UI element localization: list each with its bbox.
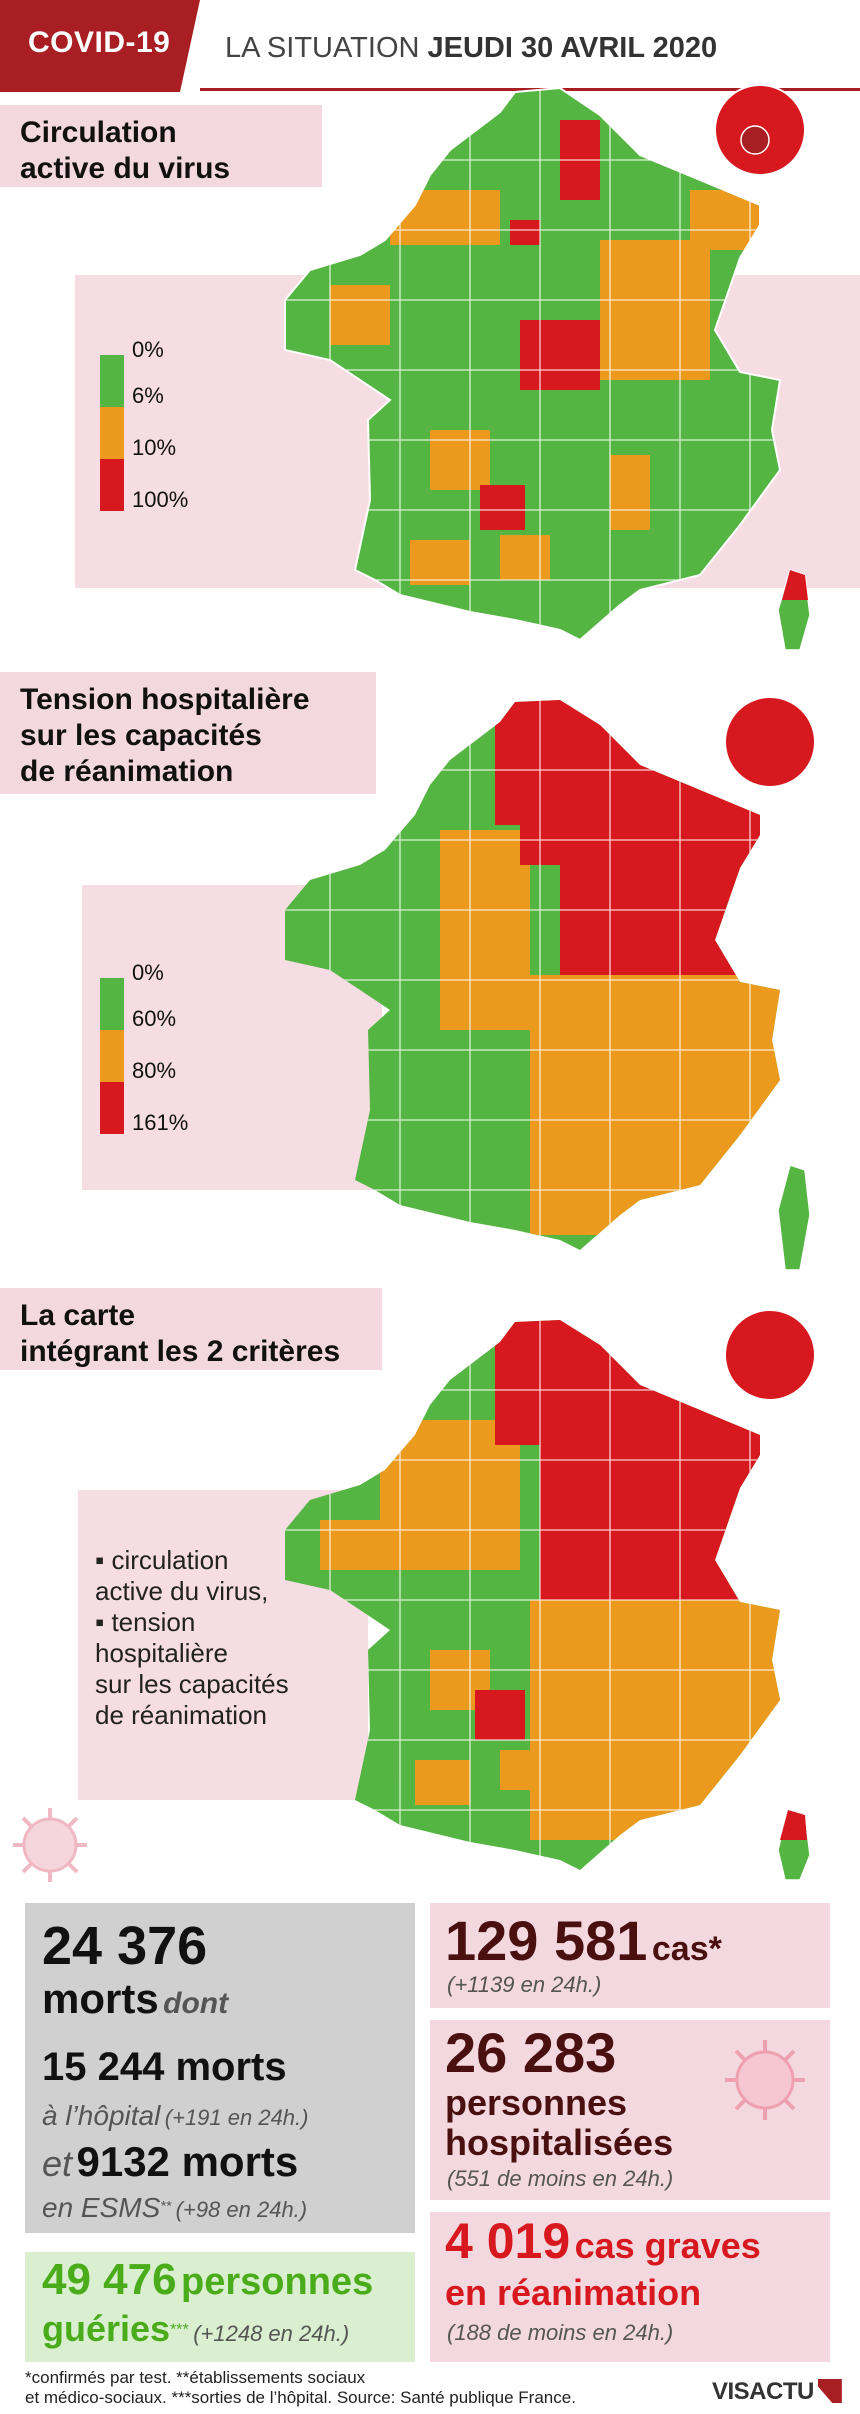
criteria-item: de réanimation xyxy=(95,1700,267,1730)
icu-count: 4 019 xyxy=(445,2213,571,2269)
footnote: *confirmés par test. **établissements so… xyxy=(25,2368,576,2408)
map3-france xyxy=(285,1309,816,1881)
deaths-dont: dont xyxy=(163,1987,229,2020)
virus-icon xyxy=(725,2040,805,2120)
cases-word: cas* xyxy=(651,1930,722,1968)
map1-title-line2: active du virus xyxy=(20,152,231,185)
virus-icon xyxy=(13,1808,87,1882)
esms-deaths: 9132 morts xyxy=(76,2138,299,2185)
icu-delta: (188 de moins en 24h.) xyxy=(447,2320,674,2345)
esms-line: et 9132 morts xyxy=(42,2138,298,2186)
legend-label: 0% xyxy=(132,960,164,985)
hospitalized-count: 26 283 xyxy=(445,2021,617,2084)
visactu-logo: VISACTU xyxy=(712,2378,842,2406)
legend-swatch-orange xyxy=(100,1030,124,1082)
legend-swatch-green xyxy=(100,978,124,1030)
header-date: JEUDI 30 AVRIL 2020 xyxy=(427,32,718,64)
map3-title-line2: intégrant les 2 critères xyxy=(20,1335,341,1368)
recovered-word2: guéries xyxy=(42,2308,171,2349)
recovered-sub: guéries*** (+1248 en 24h.) xyxy=(42,2308,349,2350)
legend-label: 100% xyxy=(132,487,189,512)
legend-label: 60% xyxy=(132,1006,177,1031)
map2-title-line1: Tension hospitalière xyxy=(20,683,310,716)
cases-delta: (+1139 en 24h.) xyxy=(447,1972,602,1997)
esms-label: en ESMS xyxy=(42,2192,161,2223)
legend-label: 80% xyxy=(132,1058,177,1083)
visactu-mark-icon xyxy=(817,2379,842,2403)
hospitalized-line2: hospitalisées xyxy=(445,2122,674,2163)
brand-tag: COVID-19 xyxy=(0,0,200,92)
map3-criteria-list: ▪ circulation active du virus, ▪ tension… xyxy=(95,1545,289,1731)
map2-title-line2: sur les capacités xyxy=(20,719,262,752)
cases-count: 129 581 xyxy=(445,1909,648,1972)
esms-sub: en ESMS** (+98 en 24h.) xyxy=(42,2192,307,2224)
criteria-item: sur les capacités xyxy=(95,1669,289,1699)
footnote-line2: et médico-sociaux. ***sorties de l’hôpit… xyxy=(25,2388,576,2407)
recovered-box xyxy=(25,2252,415,2362)
hospitalized-delta: (551 de moins en 24h.) xyxy=(447,2166,674,2191)
legend-label: 0% xyxy=(132,337,164,362)
map1-title: Circulation active du virus xyxy=(0,105,322,187)
hospital-delta: (+191 en 24h.) xyxy=(164,2105,309,2130)
map1-france xyxy=(284,84,811,651)
deaths-label: morts dont xyxy=(42,1975,228,2023)
et-label: et xyxy=(42,2143,73,2184)
recovered-word: personnes xyxy=(181,2261,374,2303)
legend-swatch-red xyxy=(100,1082,124,1134)
footnote-line1: *confirmés par test. **établissements so… xyxy=(25,2368,366,2387)
cases-box xyxy=(430,1903,830,2008)
hospitalized-line1: personnes xyxy=(445,2082,628,2123)
icu-word: cas graves xyxy=(574,2225,761,2266)
hospital-deaths: 15 244 morts xyxy=(42,2045,287,2089)
deaths-word: morts xyxy=(42,1975,159,2022)
recovered-count: 49 476 xyxy=(42,2255,177,2304)
map1-title-line1: Circulation xyxy=(20,116,177,149)
cases-line: 129 581 cas* xyxy=(445,1908,722,1973)
recovered-sup: *** xyxy=(170,2321,189,2339)
deaths-box xyxy=(25,1903,415,2233)
criteria-item: hospitalière xyxy=(95,1638,228,1668)
criteria-item: ▪ tension xyxy=(95,1607,196,1637)
icu-box xyxy=(430,2212,830,2362)
recovered-delta: (+1248 en 24h.) xyxy=(193,2321,350,2346)
legend-swatch-red xyxy=(100,459,124,511)
map2-title-line3: de réanimation xyxy=(20,755,234,788)
esms-delta: (+98 en 24h.) xyxy=(175,2197,308,2222)
criteria-item: ▪ circulation xyxy=(95,1545,229,1575)
deaths-total: 24 376 xyxy=(42,1916,208,1976)
criteria-item: active du virus, xyxy=(95,1576,269,1606)
map3-title: La carte intégrant les 2 critères xyxy=(0,1288,382,1370)
hospital-label: à l’hôpital xyxy=(42,2100,161,2131)
brand-tag-text: COVID-19 xyxy=(28,26,171,59)
icu-line: 4 019 cas graves xyxy=(445,2212,761,2270)
recovered-line: 49 476 personnes xyxy=(42,2255,373,2305)
header-prefix: LA SITUATION xyxy=(225,32,428,64)
legend-label: 10% xyxy=(132,435,177,460)
legend-label: 161% xyxy=(132,1110,189,1135)
header-title: LA SITUATION JEUDI 30 AVRIL 2020 xyxy=(225,32,717,65)
hospital-line: à l’hôpital (+191 en 24h.) xyxy=(42,2100,309,2132)
legend-label: 6% xyxy=(132,383,164,408)
visactu-logo-text: VISACTU xyxy=(712,2378,814,2405)
icu-word2: en réanimation xyxy=(445,2272,702,2313)
map2-title: Tension hospitalière sur les capacités d… xyxy=(0,672,376,794)
legend-swatch-green xyxy=(100,355,124,407)
header-underline xyxy=(200,88,860,91)
map3-title-line1: La carte xyxy=(20,1299,136,1332)
legend-swatch-orange xyxy=(100,407,124,459)
esms-sup: ** xyxy=(160,2197,172,2214)
